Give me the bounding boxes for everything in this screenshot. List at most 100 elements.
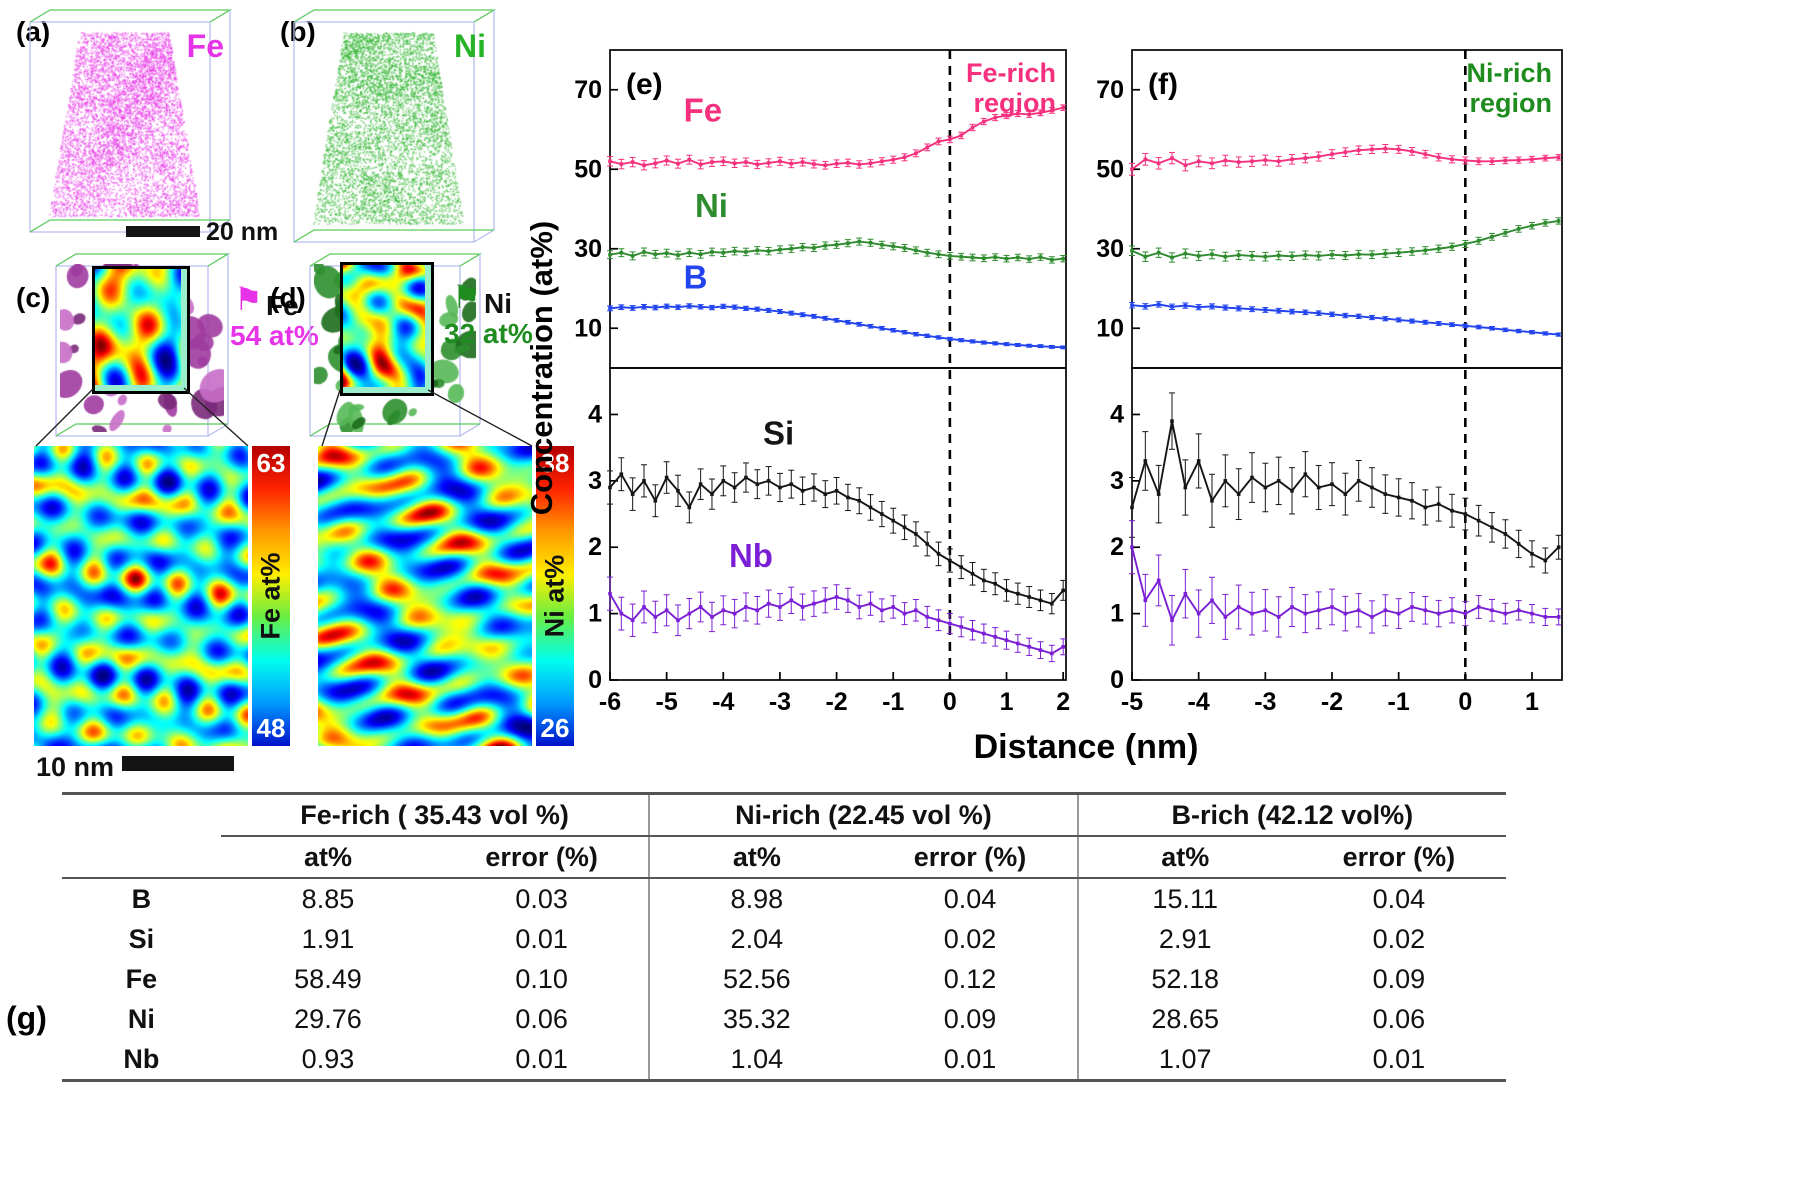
data-marker xyxy=(1210,598,1214,603)
data-marker xyxy=(1396,611,1401,616)
data-marker xyxy=(1356,479,1361,483)
data-marker xyxy=(1004,256,1009,261)
data-marker xyxy=(1276,159,1281,164)
data-marker xyxy=(1383,316,1388,321)
data-marker xyxy=(1223,305,1228,310)
data-marker xyxy=(936,139,941,144)
data-marker xyxy=(1370,485,1374,490)
data-marker xyxy=(698,482,703,486)
data-marker xyxy=(1196,611,1201,616)
y-tick-label: 0 xyxy=(1110,666,1124,694)
ni-atom-map-canvas xyxy=(302,26,474,234)
data-marker xyxy=(1143,459,1148,463)
data-marker xyxy=(1303,156,1308,160)
cell-value: 0.04 xyxy=(1372,883,1426,914)
data-marker xyxy=(1476,239,1481,243)
data-marker xyxy=(630,618,635,623)
data-marker xyxy=(1223,615,1228,619)
data-marker xyxy=(755,307,760,311)
data-marker xyxy=(823,163,828,168)
data-marker xyxy=(925,145,930,150)
data-marker xyxy=(1476,518,1481,523)
data-marker xyxy=(698,605,703,609)
x-tick-label: -6 xyxy=(599,688,621,716)
table-corner-cell xyxy=(62,794,221,837)
data-marker xyxy=(812,314,816,319)
data-marker xyxy=(1004,113,1009,118)
data-marker xyxy=(1263,254,1268,259)
data-marker xyxy=(1210,304,1214,309)
data-marker xyxy=(868,324,873,329)
y-axis-title: Concentration (at%) xyxy=(524,220,559,516)
series-line xyxy=(609,305,1064,349)
data-marker xyxy=(857,322,862,327)
data-marker xyxy=(959,565,964,569)
data-marker xyxy=(1143,254,1148,259)
series-label: Ni xyxy=(695,187,728,224)
data-marker xyxy=(789,161,794,166)
region-label: Ni-rich xyxy=(1466,58,1552,88)
data-marker xyxy=(1436,321,1441,326)
row-element: Si xyxy=(128,923,155,954)
data-marker xyxy=(676,618,680,623)
data-marker xyxy=(1383,146,1388,151)
data-marker xyxy=(1130,545,1134,550)
y-tick-label: 4 xyxy=(588,400,602,428)
y-tick-label: 1 xyxy=(1110,600,1124,628)
data-marker xyxy=(766,479,771,483)
x-tick-label: -2 xyxy=(825,688,847,716)
data-marker xyxy=(1016,641,1020,646)
data-marker xyxy=(948,254,952,258)
table-subheader: at% xyxy=(648,836,864,879)
cell-value: 29.76 xyxy=(294,1003,362,1034)
data-marker xyxy=(993,635,997,639)
y-tick-label: 70 xyxy=(574,76,602,104)
region-label: region xyxy=(1469,88,1552,118)
data-marker xyxy=(891,605,896,609)
table-row: B 8.85 0.03 8.98 0.04 15.11 0.04 xyxy=(62,878,1506,919)
data-marker xyxy=(846,320,850,325)
ni-roi-heatmap xyxy=(343,265,425,387)
data-marker xyxy=(902,246,907,250)
plot-frame xyxy=(1131,367,1563,681)
data-marker xyxy=(1383,251,1388,256)
table-subheader: error (%) xyxy=(1291,836,1506,879)
data-marker xyxy=(1263,158,1268,162)
data-marker xyxy=(1038,344,1043,348)
ni-colorbar: 38 26 xyxy=(536,446,574,746)
data-marker xyxy=(1490,159,1494,164)
data-marker xyxy=(1556,332,1561,337)
cell-value: 8.85 xyxy=(301,883,355,914)
data-marker xyxy=(630,306,635,310)
data-marker xyxy=(1027,257,1031,261)
data-marker xyxy=(891,518,896,523)
data-marker xyxy=(948,621,952,626)
cell-value: 0.06 xyxy=(1372,1003,1426,1034)
row-element: Ni xyxy=(127,1003,155,1034)
panel-d-label: (d) xyxy=(270,282,306,313)
cell-value: 0.02 xyxy=(943,923,997,954)
data-marker xyxy=(1061,256,1065,261)
data-marker xyxy=(664,158,669,163)
data-marker xyxy=(664,251,669,255)
x-tick-label: -3 xyxy=(769,688,791,716)
series-label: B xyxy=(684,259,708,296)
data-marker xyxy=(982,340,986,345)
panel-g-label: (g) xyxy=(6,1000,47,1036)
data-marker xyxy=(630,160,635,164)
y-tick-label: 3 xyxy=(1110,467,1124,495)
data-marker xyxy=(1503,158,1508,163)
data-marker xyxy=(1450,322,1454,327)
data-marker xyxy=(1027,645,1031,649)
data-marker xyxy=(993,255,997,259)
data-marker xyxy=(834,318,839,323)
data-marker xyxy=(1061,105,1065,110)
cell-value: 52.18 xyxy=(1076,959,1292,999)
data-marker xyxy=(619,250,624,255)
data-marker xyxy=(653,305,658,310)
data-marker xyxy=(1143,157,1148,162)
panel-label: (f) xyxy=(1148,68,1178,101)
data-marker xyxy=(1183,591,1188,596)
data-marker xyxy=(1016,111,1020,116)
x-tick-label: -4 xyxy=(712,688,734,716)
